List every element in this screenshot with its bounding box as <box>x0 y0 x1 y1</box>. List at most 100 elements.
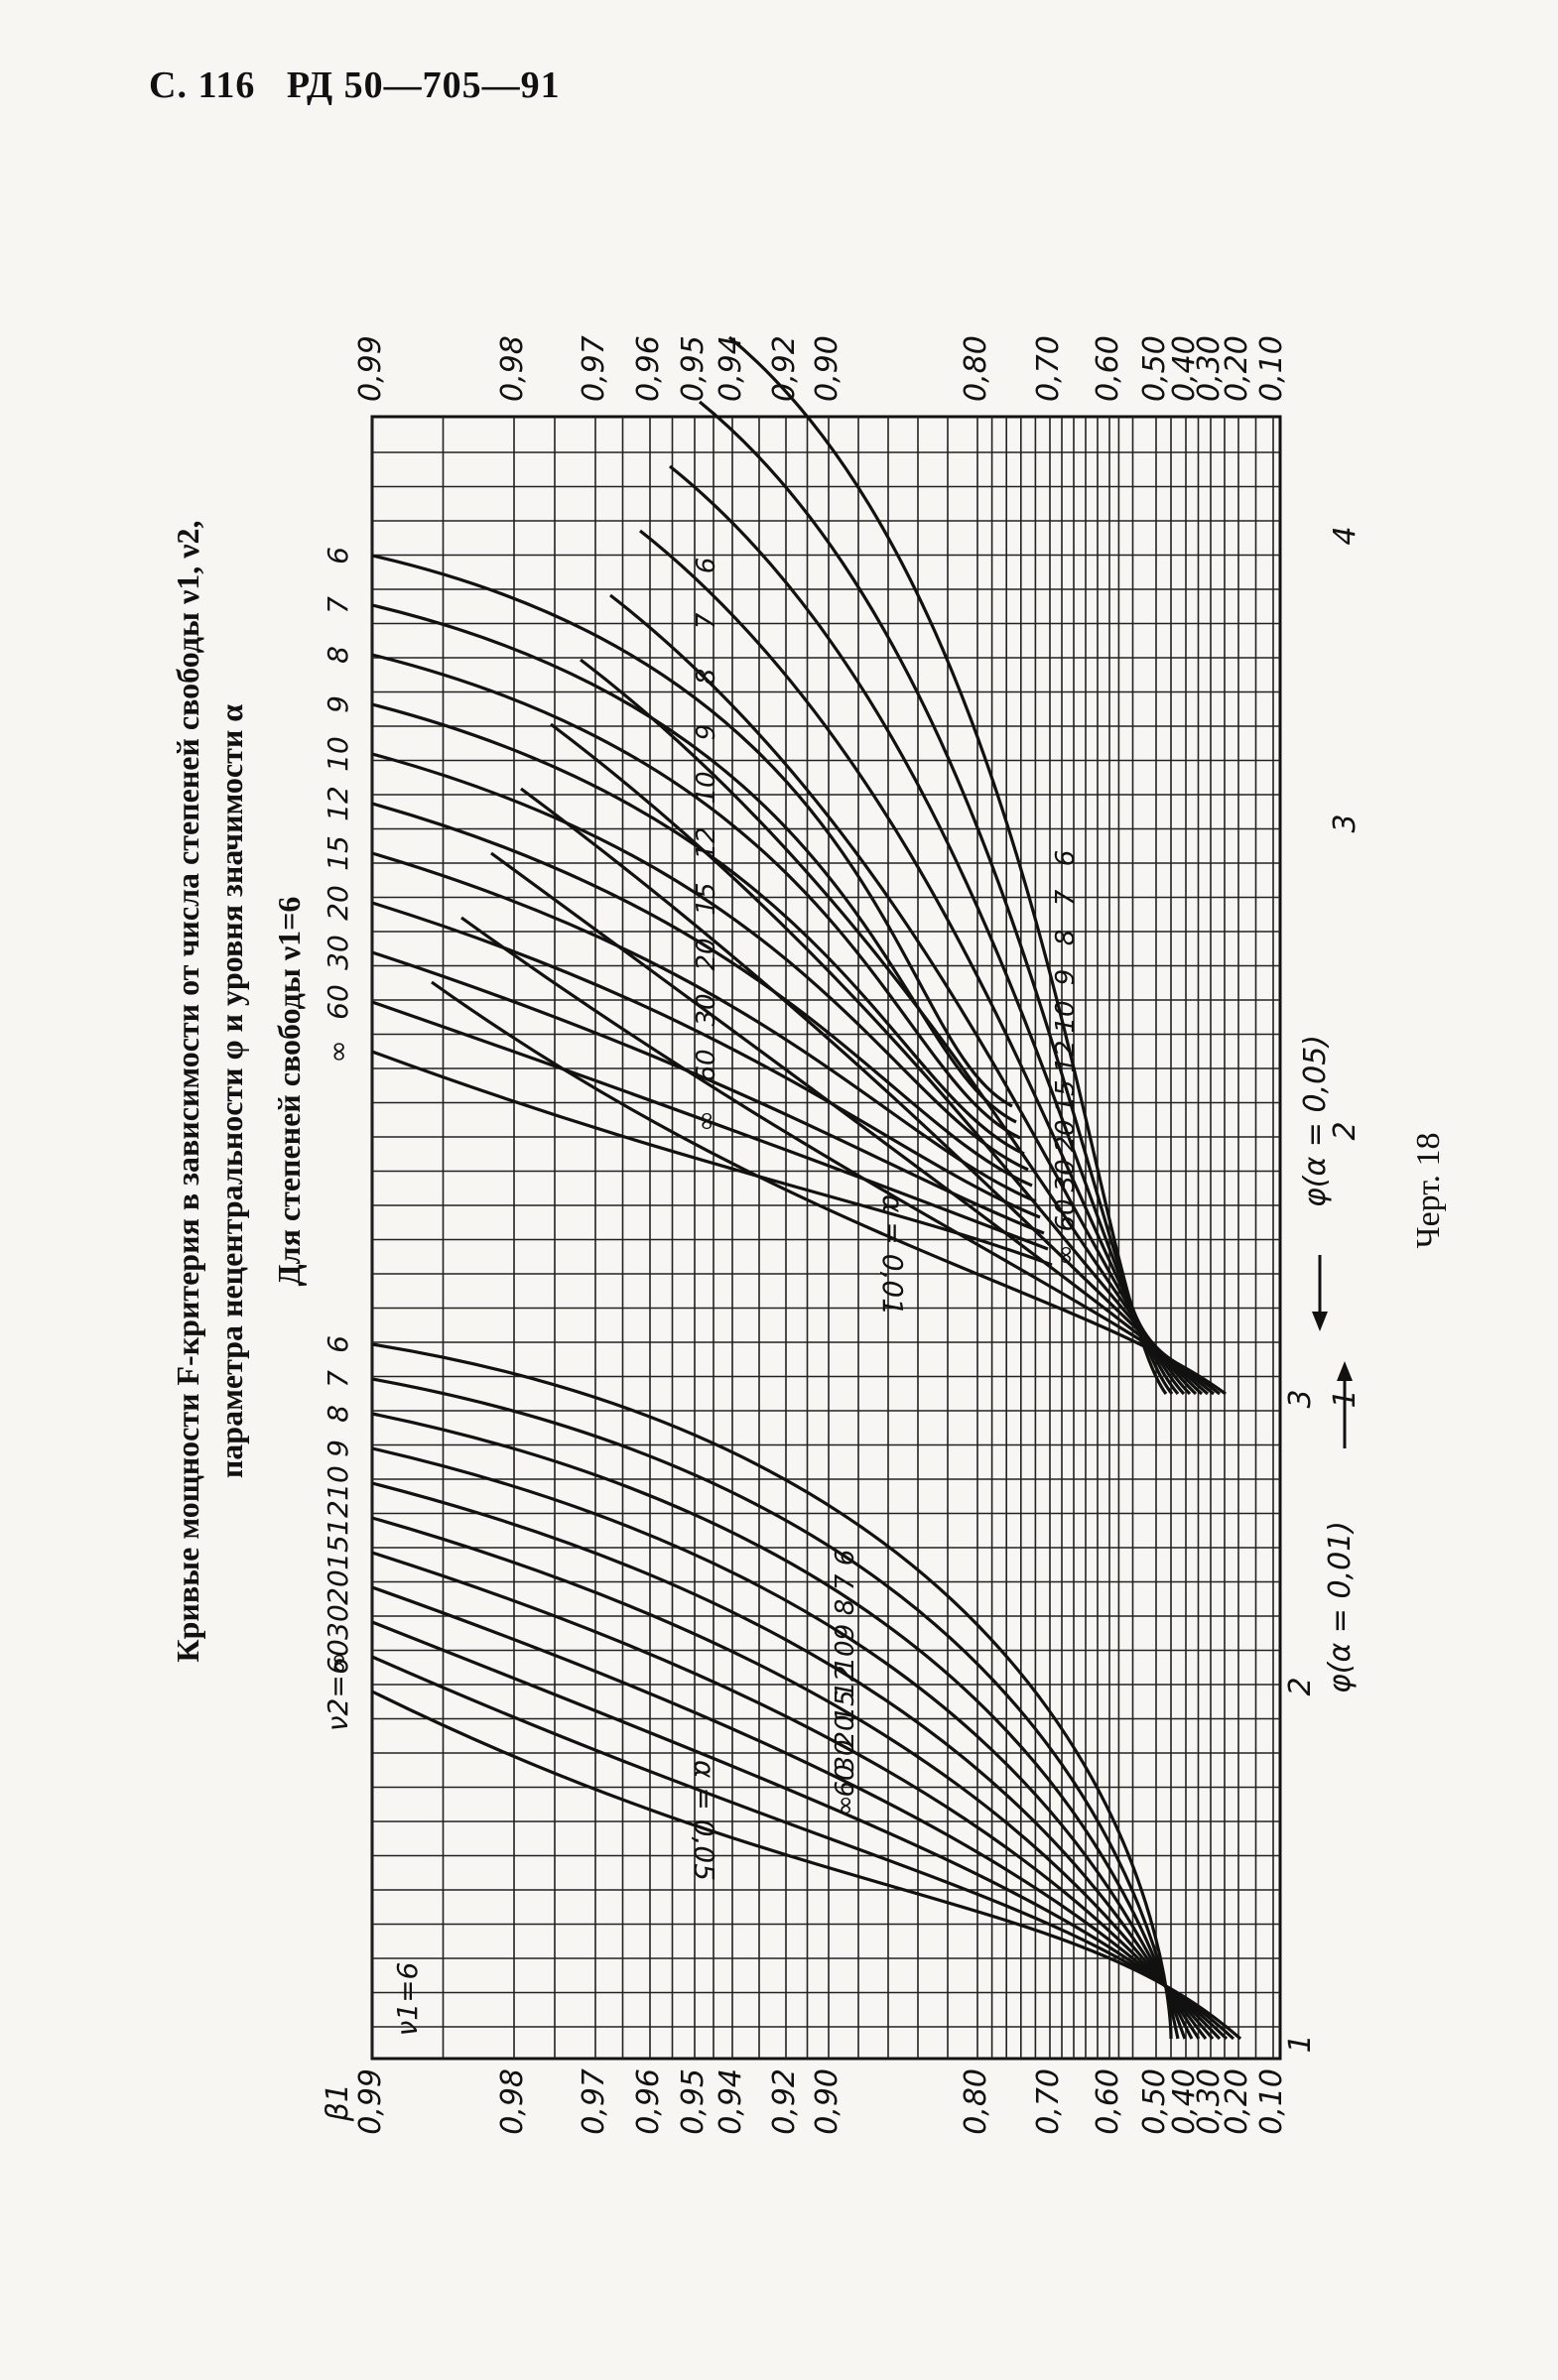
v2-label-alpha-005-inline: 20 <box>831 1714 860 1747</box>
alpha-label-001: α = 0,01 <box>876 1194 909 1315</box>
v2-label-alpha-001-inline-a: 6 <box>692 558 721 574</box>
v2-label-alpha-001-inline-b: 60 <box>1051 1198 1081 1231</box>
v2-label-alpha-001-inline-a: ∞ <box>692 1110 721 1132</box>
power-curve-alpha-001-b <box>727 335 1168 1395</box>
v2-label-alpha-001-inline-b: 12 <box>1051 1040 1081 1072</box>
beta-tick-label-bottom: 0,60 <box>1091 2068 1125 2135</box>
phi-tick-bottom: 1 <box>1283 2034 1318 2053</box>
v2-label-alpha-001-inline-a: 7 <box>692 612 721 629</box>
phi-tick-bottom: 2 <box>1283 1677 1318 1695</box>
power-curve-alpha-001-a <box>371 653 1021 1140</box>
v2-label-alpha-001-inline-b: 9 <box>1051 969 1081 986</box>
v2-label-alpha-001-edge: 9 <box>322 695 354 713</box>
alpha-label-005: α = 0,05 <box>688 1760 720 1881</box>
arrow-up-head <box>1337 1361 1353 1381</box>
v2-label-alpha-005-edge: 30 <box>322 1604 354 1640</box>
phi-tick-top: 3 <box>1328 814 1363 832</box>
power-curve-alpha-001-a <box>371 1000 1049 1251</box>
beta-tick-label-top: 0,96 <box>631 335 666 402</box>
v2-label-alpha-001-edge: ∞ <box>322 1040 354 1063</box>
v1-label: ν1=6 <box>391 1962 424 2037</box>
phi-axis-label-alpha-005: φ(α = 0,05) <box>1298 1035 1333 1207</box>
phi-axis-label-alpha-001: φ(α = 0,01) <box>1323 1521 1358 1693</box>
page-number: С. 116 <box>149 64 256 106</box>
power-curve-alpha-001-a <box>371 851 1037 1203</box>
v2-label-alpha-005-inline: 6 <box>831 1550 860 1566</box>
beta-tick-label-top: 0,97 <box>577 335 611 402</box>
beta-tick-label-top: 0,20 <box>1220 335 1254 402</box>
document-code: РД 50—705—91 <box>286 64 561 106</box>
power-curve-alpha-001-b <box>490 851 1216 1396</box>
v2-label-alpha-001-inline-b: 30 <box>1051 1159 1081 1191</box>
v2-label-alpha-001-inline-b: 20 <box>1051 1119 1081 1152</box>
v2-label-alpha-001-edge: 10 <box>322 736 354 772</box>
power-curve-alpha-005 <box>371 1342 1173 2040</box>
v2-label-alpha-005-edge: 6 <box>322 1335 354 1353</box>
v2-label-alpha-005-edge: 9 <box>322 1440 354 1457</box>
v2-label-alpha-001-inline-a: 8 <box>692 669 721 686</box>
beta-tick-label-bottom: 0,94 <box>714 2068 748 2135</box>
v2-label-alpha-001-edge: 30 <box>322 935 354 970</box>
beta-tick-label-top: 0,95 <box>676 335 711 402</box>
v2-label-alpha-001-inline-a: 30 <box>692 993 721 1026</box>
beta-tick-label-bottom: 0,99 <box>353 2068 388 2135</box>
beta-tick-label-top: 0,80 <box>959 335 993 402</box>
beta-tick-label-bottom: 0,30 <box>1192 2068 1227 2135</box>
v2-label-alpha-001-inline-b: 8 <box>1051 930 1081 946</box>
v2-label-alpha-001-inline-b: 10 <box>1051 1000 1081 1033</box>
v2-label-alpha-001-inline-b: 6 <box>1051 850 1081 867</box>
phi-tick-top: 2 <box>1328 1121 1363 1140</box>
v2-label-alpha-005-edge: 60 <box>322 1639 354 1675</box>
v2-label-alpha-001-edge: 8 <box>322 646 354 664</box>
power-curve-alpha-001-a <box>371 702 1025 1156</box>
v2-label-alpha-005-inline: 9 <box>831 1624 860 1641</box>
beta-tick-label-bottom: 0,95 <box>676 2068 711 2135</box>
beta-axis-label: β1 <box>321 2083 355 2122</box>
v2-label-alpha-005-edge: 20 <box>322 1569 354 1605</box>
beta-tick-label-top: 0,90 <box>810 335 844 402</box>
v2-label-alpha-005-edge: 7 <box>322 1370 354 1388</box>
v2-label-alpha-001-inline-b: 15 <box>1051 1079 1081 1112</box>
power-curve-alpha-005 <box>371 1446 1194 2040</box>
beta-tick-label-bottom: 0,97 <box>577 2068 611 2135</box>
power-curve-alpha-005 <box>371 1551 1215 2041</box>
beta-tick-label-bottom: 0,70 <box>1031 2068 1066 2135</box>
power-curve-alpha-001-b <box>460 916 1221 1396</box>
power-curve-alpha-001-a <box>371 802 1033 1188</box>
v2-label-alpha-001-inline-a: 9 <box>692 724 721 741</box>
beta-tick-label-bottom: 0,80 <box>959 2068 993 2135</box>
phi-tick-bottom: 3 <box>1283 1389 1318 1408</box>
v2-label-alpha-005-inline: 7 <box>831 1573 860 1590</box>
power-curve-alpha-001-b <box>639 529 1186 1396</box>
phi-tick-top: 4 <box>1328 526 1363 545</box>
beta-tick-label-bottom: 0,90 <box>810 2068 844 2135</box>
v2-label-alpha-001-edge: 6 <box>322 547 354 564</box>
beta-tick-label-top: 0,94 <box>714 335 748 402</box>
v2-label-alpha-001-inline-a: 12 <box>692 826 721 859</box>
beta-tick-label-bottom: 0,96 <box>631 2068 666 2135</box>
beta-tick-label-top: 0,30 <box>1192 335 1227 402</box>
beta-tick-label-bottom: 0,50 <box>1137 2068 1172 2135</box>
v2-label-alpha-005-inline: 60 <box>831 1764 860 1797</box>
v2-label-alpha-005-inline: ∞ <box>831 1795 860 1816</box>
beta-tick-label-bottom: 0,92 <box>767 2068 802 2135</box>
v2-label-alpha-001-inline-a: 60 <box>692 1049 721 1081</box>
power-curve-alpha-005 <box>371 1412 1187 2040</box>
v2-label-alpha-001-inline-a: 20 <box>692 938 721 970</box>
v2-label-alpha-001-edge: 12 <box>322 786 354 821</box>
v2-label-alpha-001-edge: 20 <box>322 885 354 921</box>
beta-tick-label-bottom: 0,40 <box>1167 2068 1202 2135</box>
v2-label-alpha-005-edge: 10 <box>322 1465 354 1501</box>
v2-label-alpha-001-inline-b: ∞ <box>1051 1244 1081 1266</box>
v2-label-alpha-001-inline-a: 15 <box>692 882 721 915</box>
v2-label-alpha-005-edge: 15 <box>322 1535 354 1570</box>
beta-tick-label-top: 0,60 <box>1091 335 1125 402</box>
page-header: С. 116 РД 50—705—91 <box>149 63 561 107</box>
beta-tick-label-bottom: 0,20 <box>1220 2068 1254 2135</box>
beta-tick-label-bottom: 0,98 <box>495 2068 530 2135</box>
v2-label-alpha-005-inline: 10 <box>831 1640 860 1673</box>
v2-label-alpha-001-edge: 7 <box>322 596 354 614</box>
beta-tick-label-top: 0,50 <box>1137 335 1172 402</box>
